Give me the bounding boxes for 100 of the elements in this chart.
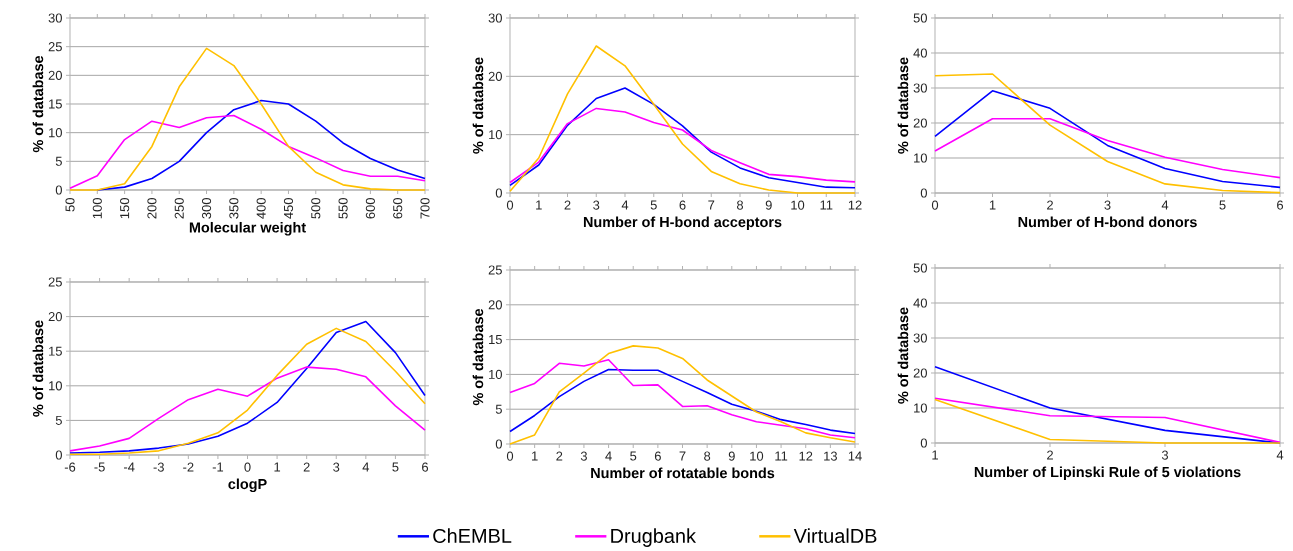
x-tick-label: 3 bbox=[580, 451, 587, 461]
x-tick-label: -1 bbox=[212, 462, 224, 472]
x-tick-label: 13 bbox=[824, 451, 838, 461]
y-tick-label: 20 bbox=[913, 368, 927, 378]
y-tick-label: 20 bbox=[913, 118, 927, 128]
x-tick-label: 9 bbox=[765, 200, 772, 210]
x-tick-label: 4 bbox=[1276, 450, 1284, 460]
line-series bbox=[69, 366, 426, 452]
x-tick-label: 150 bbox=[120, 198, 130, 219]
x-tick-label: 650 bbox=[393, 198, 403, 219]
y-tick-label: 40 bbox=[913, 298, 927, 308]
line-series bbox=[69, 114, 426, 190]
line-series bbox=[934, 73, 1281, 194]
x-tick-label: 0 bbox=[506, 200, 514, 210]
y-axis-title: % of database bbox=[897, 57, 909, 154]
x-axis-title: Number of H-bond donors bbox=[1018, 216, 1197, 228]
y-tick-label: 0 bbox=[920, 438, 927, 448]
line-series bbox=[509, 345, 856, 445]
x-tick-label: 600 bbox=[365, 198, 375, 219]
x-tick-label: 3 bbox=[593, 200, 600, 210]
x-tick-label: 1 bbox=[989, 200, 996, 210]
x-tick-label: 10 bbox=[791, 200, 805, 210]
y-tick-label: 30 bbox=[913, 333, 927, 343]
y-tick-label: 30 bbox=[48, 13, 62, 23]
y-tick-label: 20 bbox=[48, 312, 62, 322]
x-tick-label: 5 bbox=[650, 200, 657, 210]
line-series bbox=[934, 90, 1281, 189]
x-tick-label: -2 bbox=[183, 462, 194, 472]
x-tick-label: 2 bbox=[564, 200, 571, 210]
x-tick-label: 12 bbox=[799, 451, 813, 461]
x-tick-label: 6 bbox=[1277, 200, 1284, 210]
line-series bbox=[509, 368, 856, 435]
y-tick-label: 15 bbox=[49, 99, 62, 109]
x-tick-label: 12 bbox=[848, 200, 862, 210]
x-tick-label: 2 bbox=[303, 462, 310, 472]
x-tick-label: 500 bbox=[311, 198, 321, 219]
x-tick-label: -3 bbox=[153, 462, 164, 472]
x-tick-label: 1 bbox=[532, 451, 538, 461]
x-tick-label: 6 bbox=[679, 200, 686, 210]
x-tick-label: 550 bbox=[338, 198, 348, 219]
x-tick-label: 350 bbox=[229, 198, 239, 219]
line-series bbox=[509, 358, 856, 439]
x-axis-title: Molecular weight bbox=[189, 221, 306, 236]
x-tick-label: 6 bbox=[654, 451, 661, 461]
x-tick-label: 11 bbox=[820, 200, 833, 210]
y-tick-label: 15 bbox=[49, 346, 62, 356]
x-tick-label: 10 bbox=[750, 451, 764, 461]
x-tick-label: 7 bbox=[679, 451, 686, 461]
line-series bbox=[509, 107, 856, 184]
x-tick-label: 300 bbox=[201, 198, 212, 219]
x-tick-label: 0 bbox=[244, 462, 251, 472]
x-tick-label: 14 bbox=[848, 451, 862, 461]
x-tick-label: -5 bbox=[94, 462, 105, 472]
x-tick-label: 200 bbox=[147, 198, 157, 219]
x-tick-label: 250 bbox=[174, 198, 184, 219]
y-tick-label: 30 bbox=[488, 13, 502, 23]
y-tick-label: 50 bbox=[913, 13, 927, 23]
y-tick-label: 10 bbox=[914, 153, 927, 163]
y-axis-title: % of database bbox=[32, 55, 44, 153]
line-series bbox=[69, 47, 426, 191]
x-tick-label: 8 bbox=[736, 200, 744, 210]
y-axis-title: % of database bbox=[472, 57, 484, 154]
y-tick-label: 0 bbox=[55, 185, 62, 195]
x-tick-label: 1 bbox=[536, 200, 542, 210]
x-axis-title: Number of rotatable bonds bbox=[591, 467, 775, 479]
y-tick-label: 0 bbox=[920, 188, 927, 198]
x-tick-label: 1 bbox=[932, 450, 938, 460]
x-tick-label: 4 bbox=[1161, 200, 1169, 210]
y-tick-label: 0 bbox=[495, 439, 502, 449]
y-tick-label: 10 bbox=[49, 381, 62, 391]
x-tick-label: 6 bbox=[422, 462, 429, 472]
y-axis-title: % of database bbox=[472, 308, 484, 406]
x-tick-label: 3 bbox=[1161, 450, 1169, 460]
line-series bbox=[509, 87, 856, 189]
legend-label: ChEMBL bbox=[433, 528, 512, 543]
x-tick-label: -6 bbox=[64, 462, 76, 472]
x-tick-label: 7 bbox=[708, 200, 715, 210]
y-tick-label: 10 bbox=[49, 128, 62, 138]
x-tick-label: 400 bbox=[256, 198, 266, 219]
x-tick-label: 4 bbox=[621, 200, 629, 210]
x-tick-label: 450 bbox=[283, 198, 294, 219]
y-axis-title: % of database bbox=[897, 307, 909, 404]
x-tick-label: 3 bbox=[1104, 200, 1111, 210]
y-tick-label: 20 bbox=[48, 70, 62, 80]
y-tick-label: 25 bbox=[48, 42, 62, 52]
y-tick-label: 30 bbox=[913, 83, 927, 93]
x-tick-label: -4 bbox=[123, 462, 135, 472]
line-series bbox=[934, 118, 1281, 179]
x-tick-label: 9 bbox=[728, 451, 735, 461]
x-tick-label: 0 bbox=[931, 200, 939, 210]
x-tick-label: 2 bbox=[1047, 200, 1053, 210]
x-tick-label: 2 bbox=[556, 451, 563, 461]
x-axis-title: Number of Lipinski Rule of 5 violations bbox=[974, 466, 1241, 480]
x-tick-label: 11 bbox=[775, 451, 788, 461]
y-tick-label: 50 bbox=[913, 263, 927, 273]
line-series bbox=[96, 99, 426, 191]
y-tick-label: 5 bbox=[55, 415, 62, 425]
y-tick-label: 10 bbox=[914, 403, 927, 413]
legend-label: Drugbank bbox=[611, 528, 697, 547]
x-tick-label: 2 bbox=[1047, 450, 1053, 460]
